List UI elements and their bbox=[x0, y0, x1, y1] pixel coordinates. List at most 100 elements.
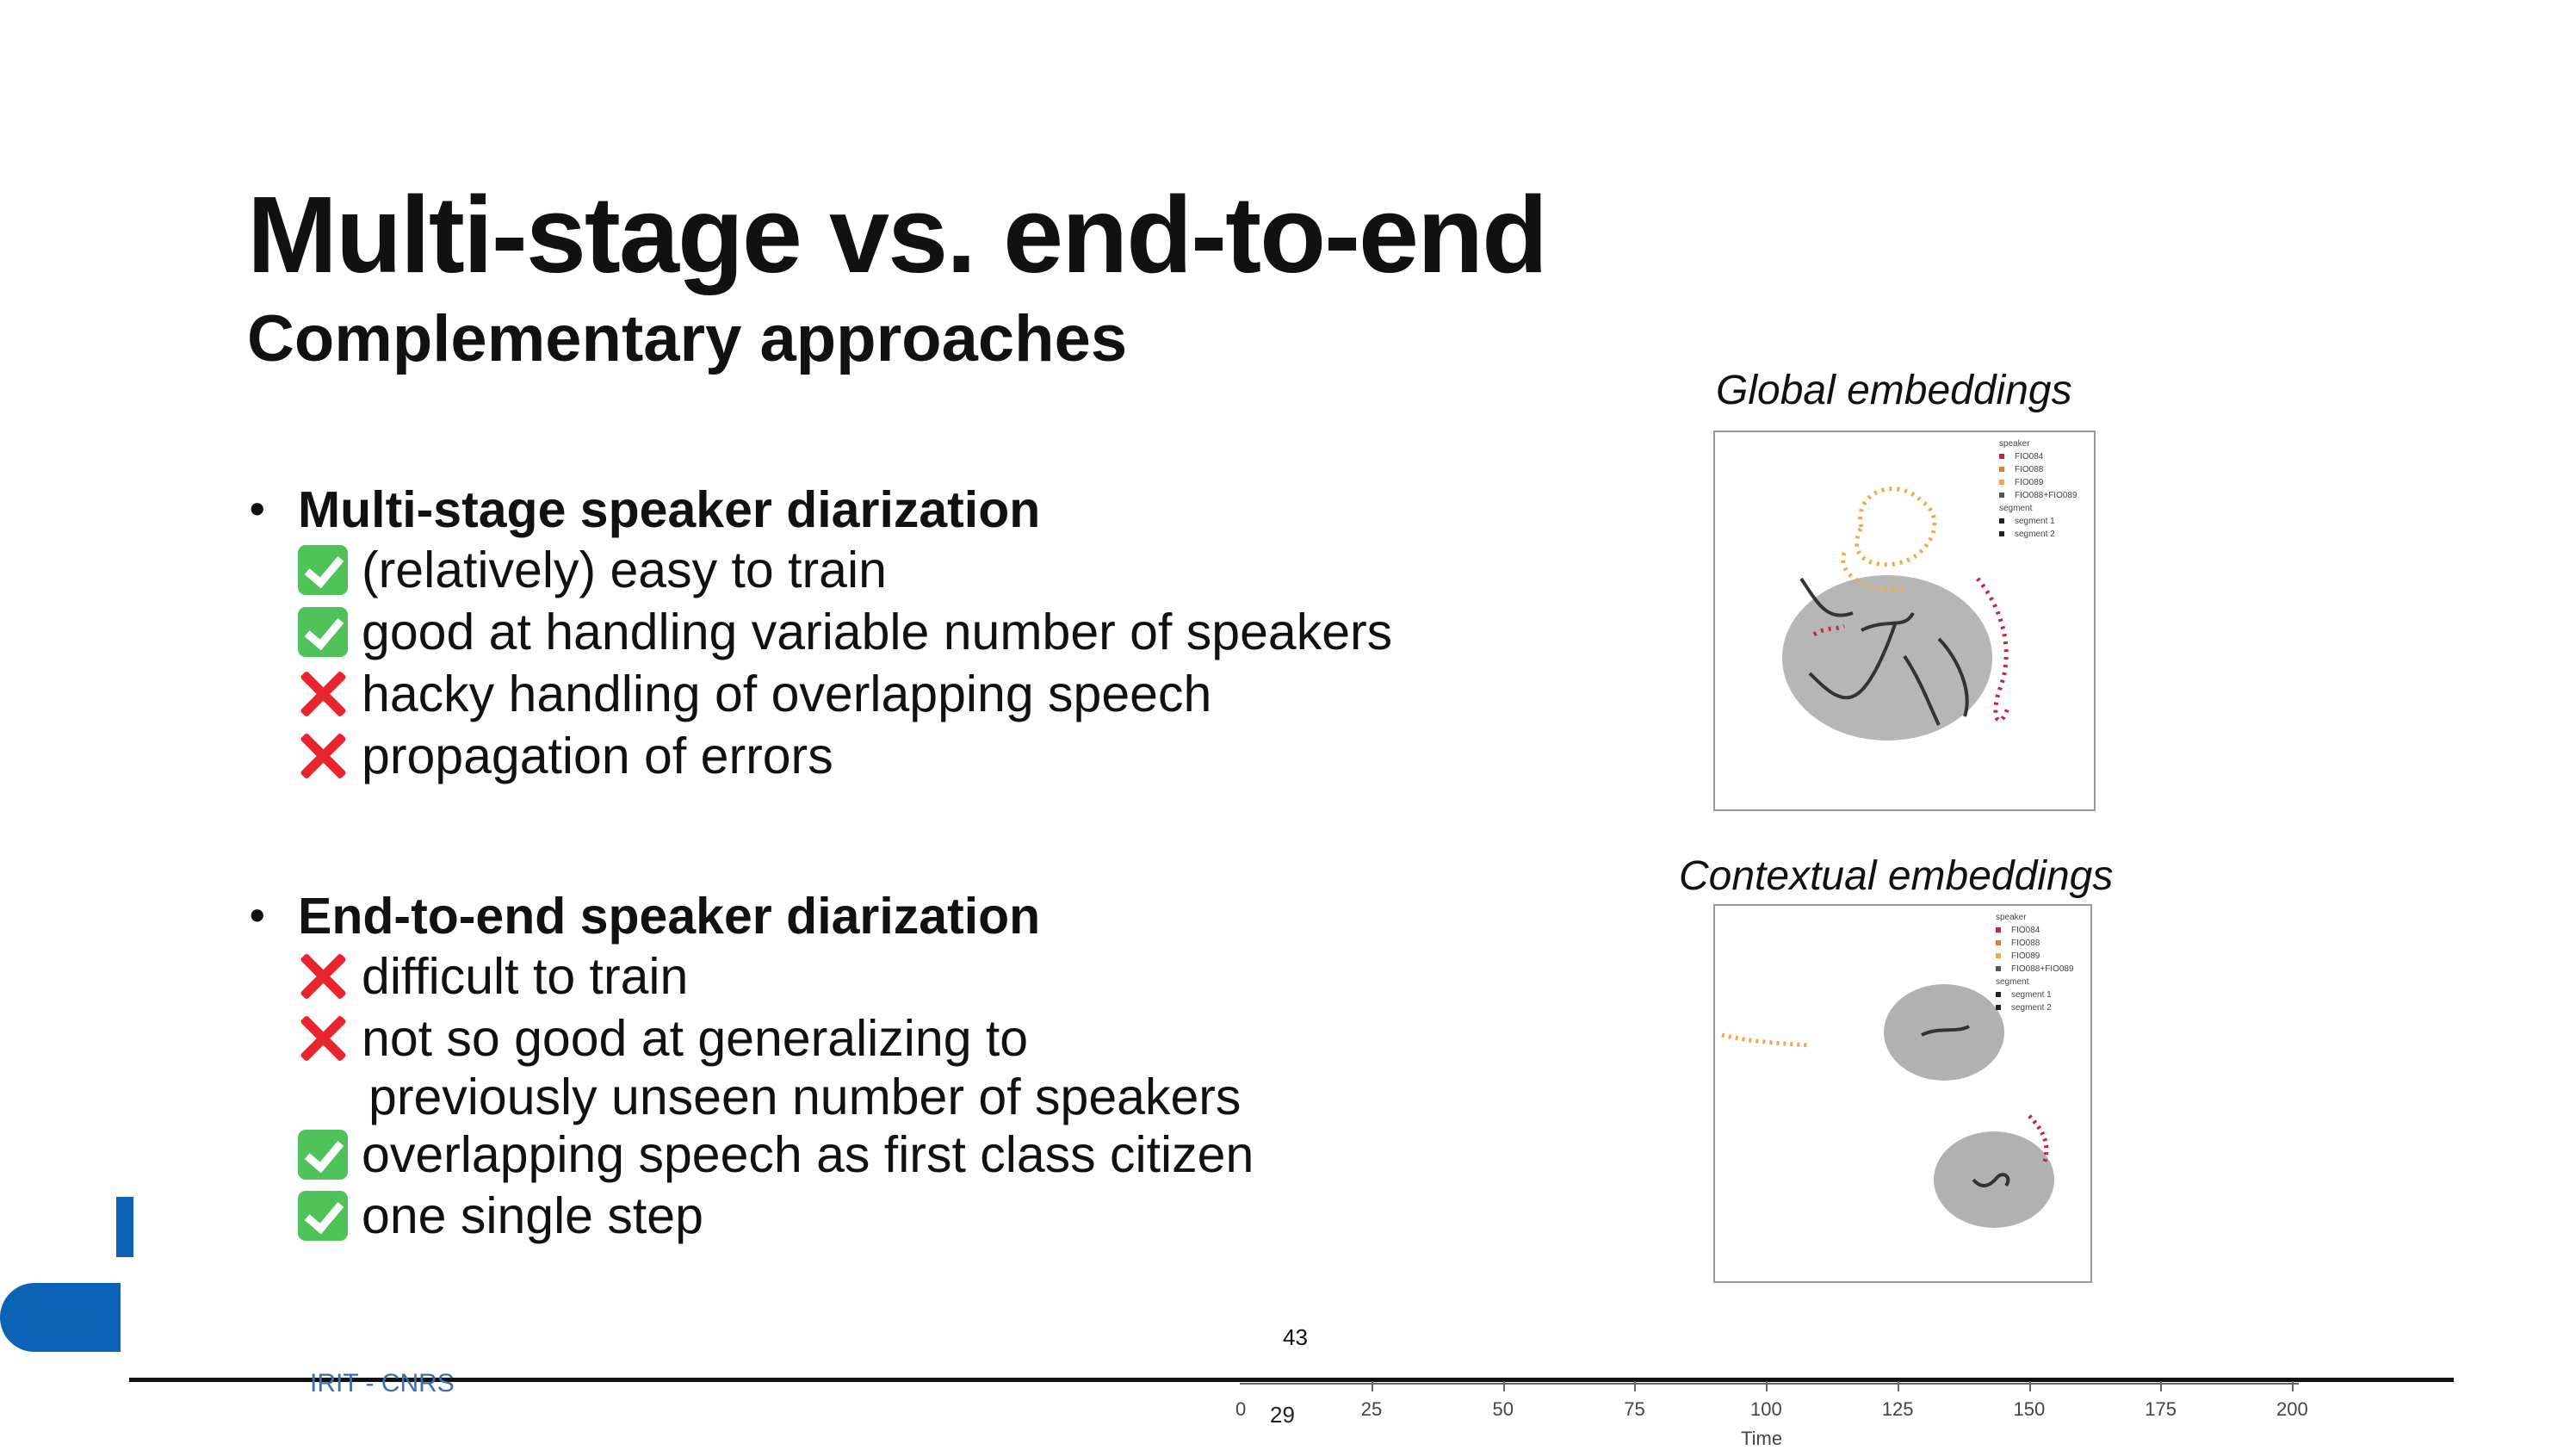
list-item: difficult to train bbox=[298, 947, 688, 1006]
list-item-text: not so good at generalizing to bbox=[362, 1010, 1029, 1067]
bottom-divider bbox=[129, 1378, 2454, 1382]
speaker-orange-points bbox=[1841, 486, 1937, 592]
page-number: 43 bbox=[1283, 1324, 1308, 1350]
legend-item: FIO088+FIO089 bbox=[1999, 489, 2078, 502]
list-item: propagation of errors bbox=[298, 727, 833, 785]
timeline-current: 29 bbox=[1270, 1402, 1295, 1428]
legend-label: FIO088+FIO089 bbox=[2015, 491, 2078, 500]
cross-icon bbox=[298, 731, 348, 781]
list-item-text: overlapping speech as first class citize… bbox=[362, 1126, 1254, 1183]
cluster-ellipse bbox=[1782, 575, 1992, 740]
legend-label: FIO088 bbox=[2015, 465, 2044, 474]
footer-org: IRIT - CNRS bbox=[310, 1369, 455, 1397]
legend-item: segment 2 bbox=[1999, 528, 2078, 541]
legend-title: speaker bbox=[1996, 913, 2027, 922]
legend-label: segment 1 bbox=[2015, 517, 2055, 526]
list-item: good at handling variable number of spea… bbox=[298, 603, 1392, 661]
list-item: hacky handling of overlapping speech bbox=[298, 665, 1211, 723]
list-item-text: hacky handling of overlapping speech bbox=[362, 666, 1212, 722]
timeline-tick-label: 75 bbox=[1624, 1398, 1645, 1420]
timeline-tick bbox=[1897, 1381, 1899, 1391]
list-item-text: good at handling variable number of spea… bbox=[362, 604, 1393, 660]
legend-item: segment 2 bbox=[1996, 1001, 2074, 1014]
timeline-tick bbox=[2160, 1381, 2163, 1391]
timeline-tick-label: 150 bbox=[2013, 1398, 2046, 1420]
scatter-plot-global: speaker FIO084 FIO088 FIO089 FIO088+FIO0… bbox=[1713, 431, 2096, 811]
figure-caption-contextual: Contextual embeddings bbox=[1679, 853, 2114, 899]
cluster-ellipse bbox=[1884, 984, 2004, 1081]
timeline-tick-label: 200 bbox=[2276, 1398, 2308, 1420]
legend-label: segment 2 bbox=[2011, 1003, 2052, 1013]
timeline-tick-label: 175 bbox=[2145, 1398, 2177, 1420]
legend-label: FIO088+FIO089 bbox=[2011, 964, 2074, 974]
legend-item: segment 1 bbox=[1996, 988, 2074, 1001]
timeline-tick bbox=[1766, 1381, 1768, 1391]
figure-caption-global: Global embeddings bbox=[1716, 368, 2072, 413]
slide-subtitle: Complementary approaches bbox=[247, 302, 1128, 375]
speaker-red-points bbox=[1812, 577, 2010, 723]
legend-title: speaker bbox=[1999, 439, 2030, 449]
list-item: (relatively) easy to train bbox=[298, 541, 887, 599]
list-item: overlapping speech as first class citize… bbox=[298, 1125, 1254, 1184]
cross-icon bbox=[298, 951, 348, 1001]
check-icon bbox=[298, 1191, 348, 1241]
legend-item: FIO088 bbox=[1996, 937, 2074, 950]
brand-shape bbox=[0, 1283, 121, 1352]
legend-item: FIO088 bbox=[1999, 463, 2078, 476]
legend-label: segment 1 bbox=[2011, 990, 2052, 1000]
legend-item: FIO088+FIO089 bbox=[1996, 963, 2074, 976]
list-item-continuation: previously unseen number of speakers bbox=[368, 1069, 1242, 1125]
list-item-text: propagation of errors bbox=[362, 728, 833, 784]
slide-title: Multi-stage vs. end-to-end bbox=[247, 174, 1548, 295]
list-item: one single step bbox=[298, 1187, 703, 1245]
plot-legend: speaker FIO084 FIO088 FIO089 FIO088+FIO0… bbox=[1999, 437, 2078, 541]
legend-item: FIO089 bbox=[1996, 950, 2074, 963]
embedding-scatter bbox=[1782, 486, 2010, 740]
legend-label: FIO088 bbox=[2011, 939, 2040, 948]
brand-shape bbox=[116, 1197, 133, 1257]
scatter-plot-contextual: speaker FIO084 FIO088 FIO089 FIO088+FIO0… bbox=[1713, 904, 2092, 1283]
legend-label: FIO084 bbox=[2015, 452, 2044, 462]
timeline-tick-label: 125 bbox=[1881, 1398, 1914, 1420]
timeline-tick bbox=[1371, 1381, 1373, 1391]
legend-item: FIO084 bbox=[1999, 450, 2078, 463]
speaker-orange-points bbox=[1721, 1032, 1811, 1048]
timeline-axis[interactable] bbox=[1240, 1383, 2299, 1385]
legend-label: FIO084 bbox=[2011, 926, 2040, 935]
timeline-tick-label: 50 bbox=[1492, 1398, 1514, 1420]
cross-icon bbox=[298, 669, 348, 719]
check-icon bbox=[298, 1130, 348, 1180]
segment-trajectories bbox=[1799, 577, 1969, 726]
timeline-tick bbox=[1502, 1381, 1505, 1391]
list-item: not so good at generalizing to bbox=[298, 1009, 1028, 1068]
segment-trajectories bbox=[1921, 1025, 1970, 1037]
timeline-tick bbox=[2292, 1381, 2294, 1391]
bullet-icon: • bbox=[250, 891, 265, 939]
segment-trajectories bbox=[1972, 1173, 2010, 1187]
embedding-scatter bbox=[1721, 984, 2054, 1228]
section-heading-multistage: Multi-stage speaker diarization bbox=[298, 481, 1041, 538]
timeline-tick bbox=[2028, 1381, 2031, 1391]
timeline-tick bbox=[1634, 1381, 1637, 1391]
legend-item: segment 1 bbox=[1999, 515, 2078, 528]
check-icon bbox=[298, 607, 348, 657]
timeline-tick-label: 25 bbox=[1360, 1398, 1383, 1420]
legend-label: FIO089 bbox=[2015, 478, 2044, 487]
legend-item: FIO084 bbox=[1996, 924, 2074, 937]
timeline-label: Time bbox=[1741, 1428, 1783, 1449]
legend-label: FIO089 bbox=[2011, 951, 2040, 961]
check-icon bbox=[298, 545, 348, 595]
cross-icon bbox=[298, 1013, 348, 1063]
legend-title: segment bbox=[1999, 504, 2033, 513]
list-item-text: (relatively) easy to train bbox=[362, 542, 887, 598]
legend-item: FIO089 bbox=[1999, 476, 2078, 489]
bullet-icon: • bbox=[250, 485, 265, 533]
section-heading-end-to-end: End-to-end speaker diarization bbox=[298, 888, 1041, 945]
timeline-tick-label: 100 bbox=[1750, 1398, 1782, 1420]
list-item-text: difficult to train bbox=[362, 948, 689, 1005]
legend-label: segment 2 bbox=[2015, 530, 2055, 539]
list-item-text: one single step bbox=[362, 1187, 703, 1244]
plot-legend: speaker FIO084 FIO088 FIO089 FIO088+FIO0… bbox=[1996, 911, 2074, 1014]
timeline-tick-label: 0 bbox=[1235, 1398, 1247, 1420]
legend-title: segment bbox=[1996, 977, 2029, 987]
